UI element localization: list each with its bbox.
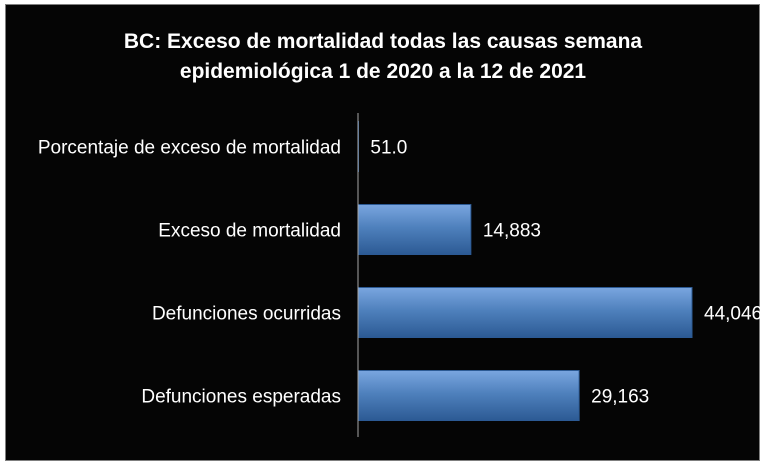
data-label: 14,883 bbox=[483, 221, 541, 242]
category-label: Exceso de mortalidad bbox=[158, 221, 341, 242]
category-label: Defunciones esperadas bbox=[141, 387, 341, 408]
category-label: Defunciones ocurridas bbox=[152, 304, 341, 325]
data-label: 44,046 bbox=[704, 304, 761, 325]
bar bbox=[357, 370, 580, 421]
category-label: Porcentaje de exceso de mortalidad bbox=[38, 138, 341, 159]
bar bbox=[357, 204, 472, 255]
chart-frame: BC: Exceso de mortalidad todas las causa… bbox=[5, 4, 761, 461]
chart-title-line-1: BC: Exceso de mortalidad todas las causa… bbox=[124, 30, 643, 53]
bar-chart: BC: Exceso de mortalidad todas las causa… bbox=[38, 30, 761, 437]
chart-title-line-2: epidemiológica 1 de 2020 a la 12 de 2021 bbox=[180, 60, 587, 83]
data-label: 51.0 bbox=[370, 138, 407, 159]
data-label: 29,163 bbox=[591, 387, 649, 408]
bar bbox=[357, 287, 693, 338]
